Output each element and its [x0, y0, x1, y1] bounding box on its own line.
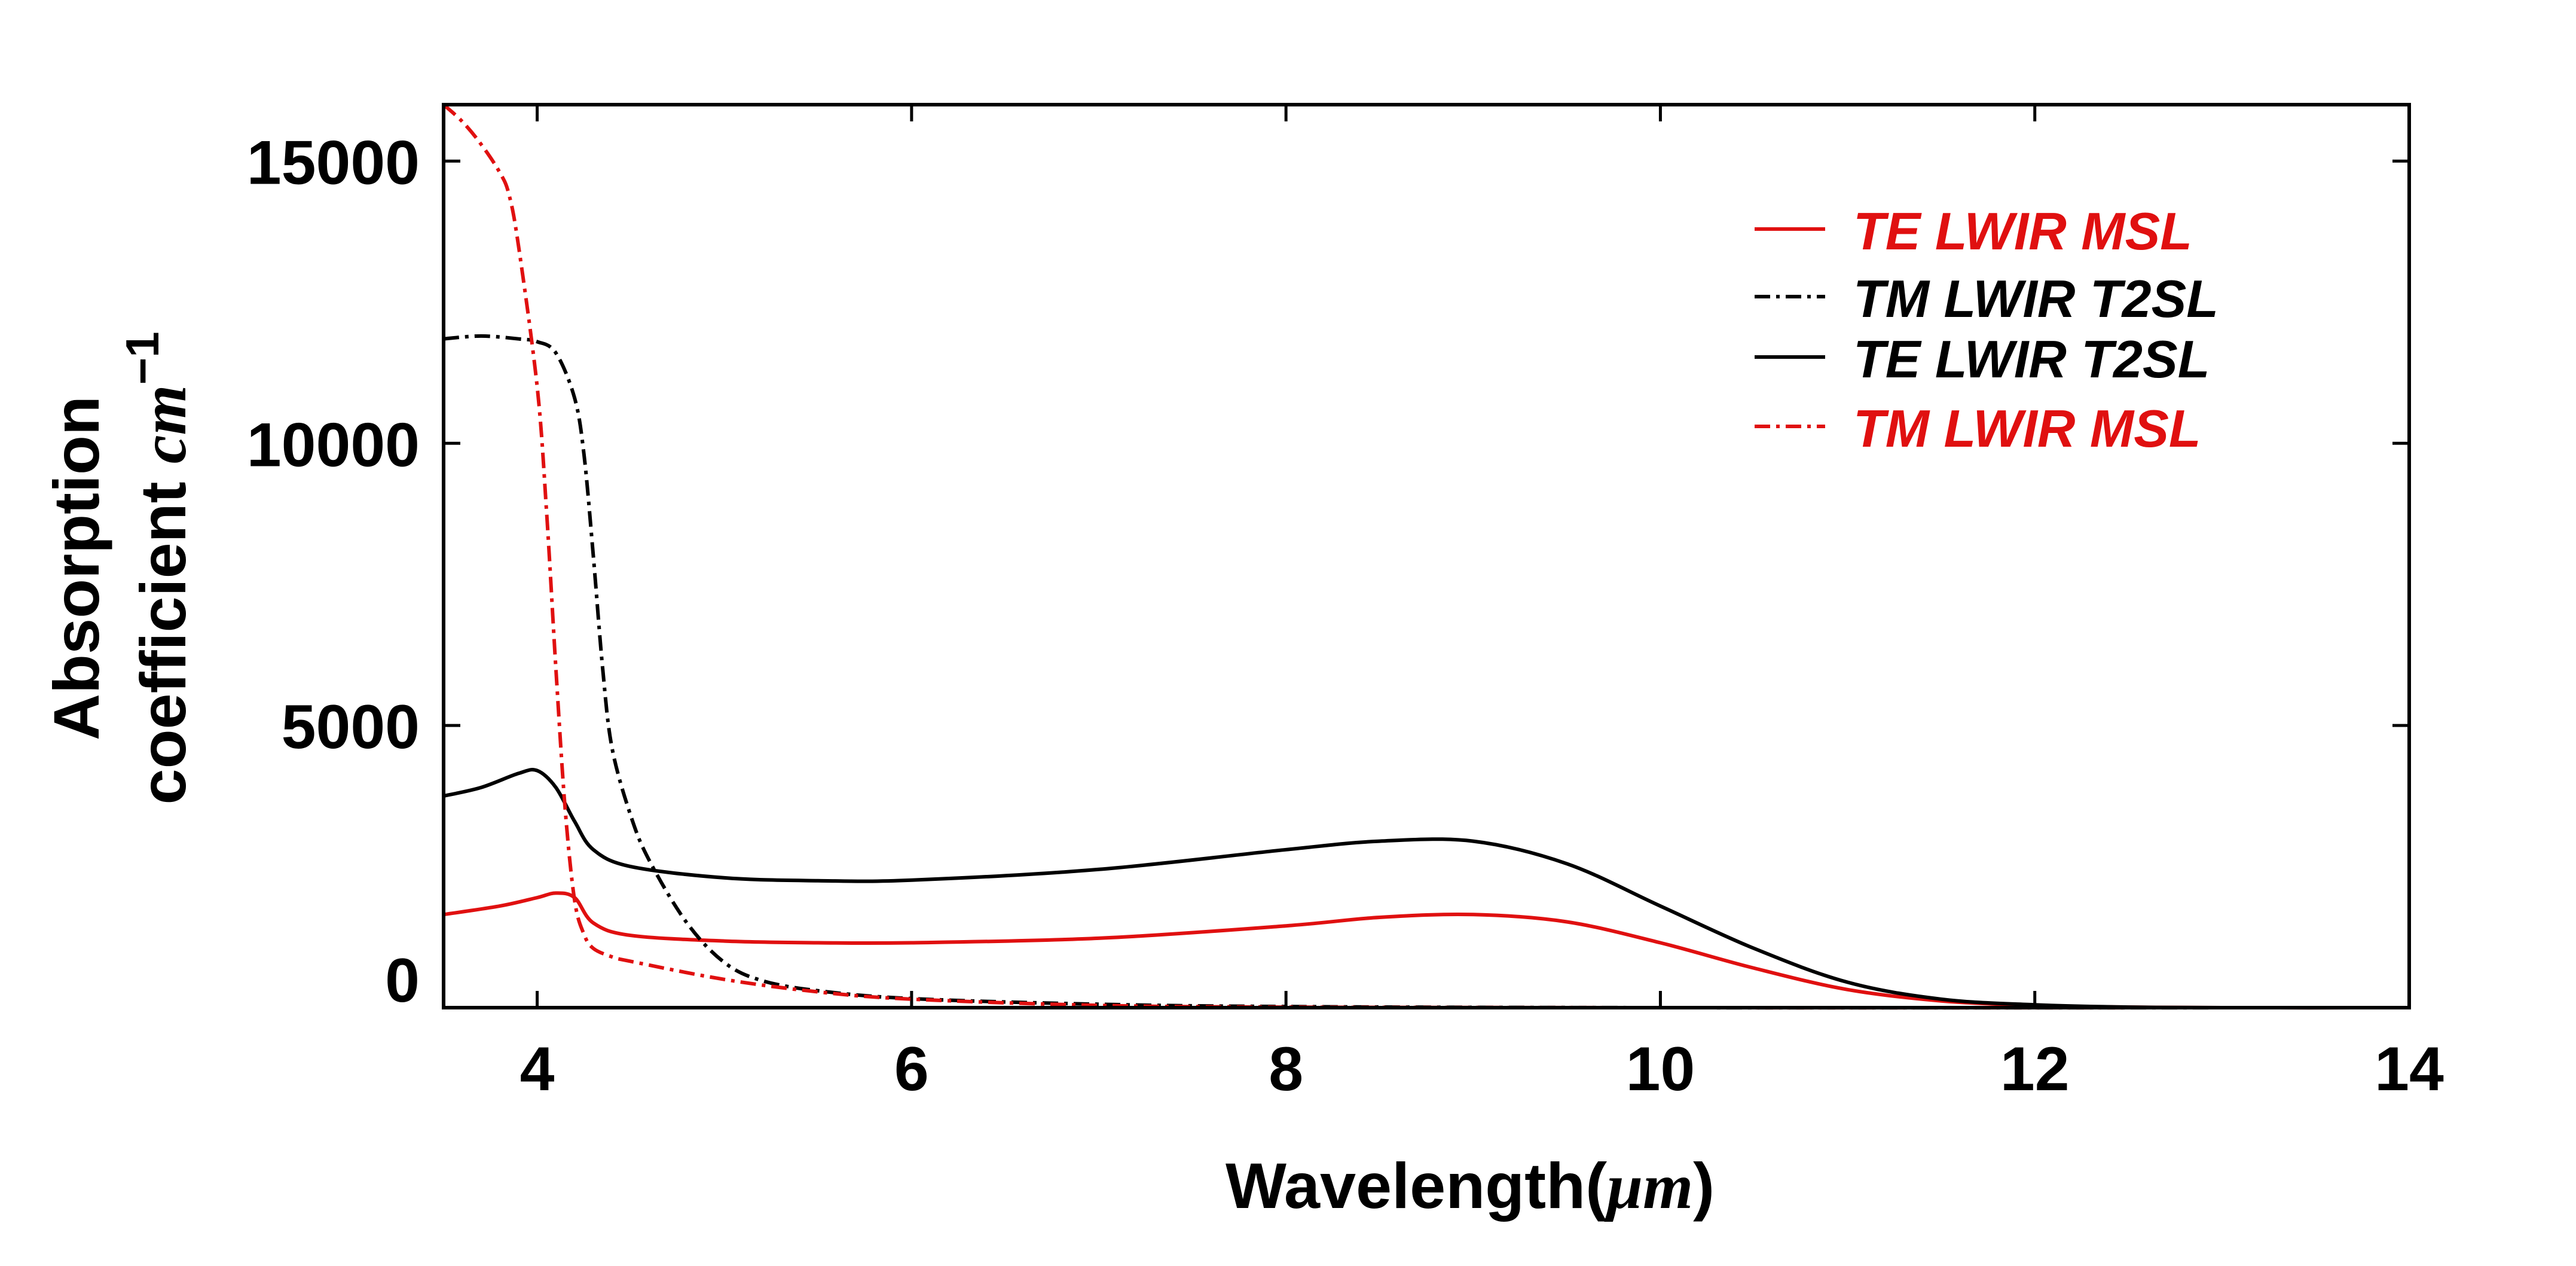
y-tick-label-0: 0 — [385, 946, 420, 1015]
legend-label-te-lwir-t2sl: TE LWIR T2SL — [1853, 330, 2210, 389]
tick-labels: 4 6 8 10 12 14 0 5000 10000 15000 — [247, 128, 2444, 1104]
y-axis-title-unit: cm — [129, 385, 200, 463]
x-tick-label-4: 4 — [520, 1035, 555, 1104]
y-axis-title-word: coefficient — [127, 481, 199, 804]
y-axis-title: Absorption coefficient cm−1 — [40, 331, 200, 804]
series-line-te-lwir-t2sl — [443, 768, 2410, 1010]
y-axis-title-exponent: −1 — [116, 331, 169, 385]
y-axis-title-line2: coefficient cm−1 — [116, 331, 200, 804]
x-tick-label-12: 12 — [2000, 1035, 2070, 1104]
legend-label-tm-lwir-t2sl: TM LWIR T2SL — [1853, 269, 2219, 328]
x-tick-label-10: 10 — [1626, 1035, 1695, 1104]
x-tick-label-14: 14 — [2375, 1035, 2444, 1104]
x-axis-title-close: ) — [1693, 1149, 1715, 1222]
y-tick-label-10000: 10000 — [247, 410, 420, 480]
x-axis-title-unit: μm — [1604, 1151, 1693, 1222]
x-axis-title-text: Wavelength( — [1226, 1149, 1607, 1222]
x-axis-title: Wavelength(μm) — [1226, 1149, 1715, 1222]
x-tick-label-6: 6 — [894, 1035, 929, 1104]
legend-label-te-lwir-msl: TE LWIR MSL — [1853, 202, 2192, 261]
y-tick-label-15000: 15000 — [247, 128, 420, 197]
y-tick-label-5000: 5000 — [282, 693, 420, 762]
legend-label-tm-lwir-msl: TM LWIR MSL — [1853, 399, 2201, 458]
y-axis-title-line1: Absorption — [40, 396, 112, 740]
x-tick-label-8: 8 — [1269, 1035, 1303, 1104]
plot-frame — [442, 103, 2411, 1009]
